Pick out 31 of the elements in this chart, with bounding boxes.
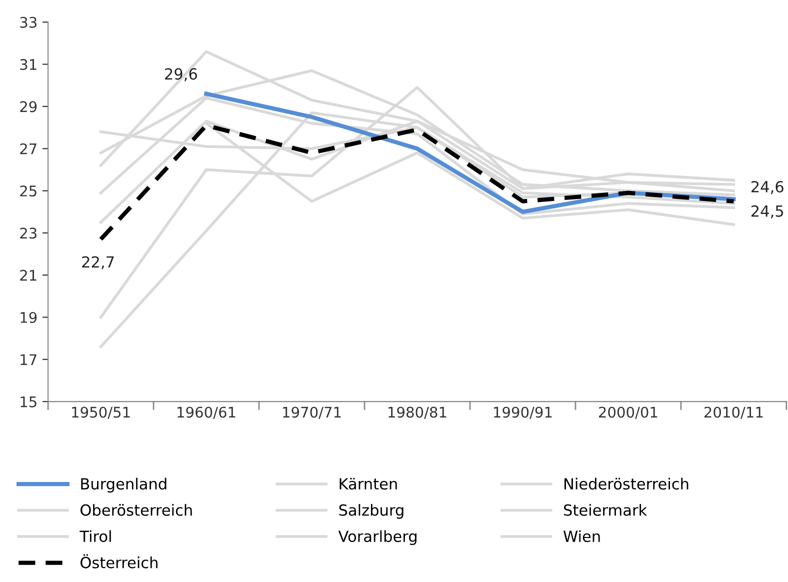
y-tick-label: 33 [20,16,36,28]
annotation: 29,6 [165,68,197,82]
legend-label: Wien [564,530,600,542]
legend-label: Oberösterreich [80,504,192,516]
y-tick-label: 27 [20,143,36,154]
y-tick-label: 31 [20,58,36,70]
legend-label: Burgenland [81,478,166,493]
y-tick-label: 15 [20,396,36,408]
x-tick-label: 2000/01 [598,406,658,419]
x-tick-label: 1980/81 [388,406,446,419]
legend-label: Tirol [80,530,111,542]
legend-label: Vorarlberg [338,530,416,546]
x-tick-label: 1990/91 [494,406,552,419]
legend-label: Steiermark [564,504,648,516]
legend-label: Niederösterreich [564,478,688,490]
y-tick-label: 23 [20,228,36,239]
y-tick-label: 25 [20,185,36,197]
x-tick-label: 1950/51 [72,406,130,419]
legend-label: Österreich [80,554,158,568]
x-tick-label: 1970/71 [283,406,341,419]
annotation: 22,7 [82,256,114,270]
y-tick-label: 21 [20,270,36,281]
y-tick-label: 17 [20,354,36,365]
y-tick-label: 29 [20,101,37,112]
annotation: 24,5 [751,205,784,218]
annotation: 24,6 [751,180,784,194]
x-tick-label: 1960/61 [178,406,236,419]
y-tick-label: 19 [20,312,37,324]
legend-label: Kärnten [340,478,397,490]
x-tick-label: 2010/11 [704,406,763,419]
legend-label: Salzburg [339,504,404,519]
